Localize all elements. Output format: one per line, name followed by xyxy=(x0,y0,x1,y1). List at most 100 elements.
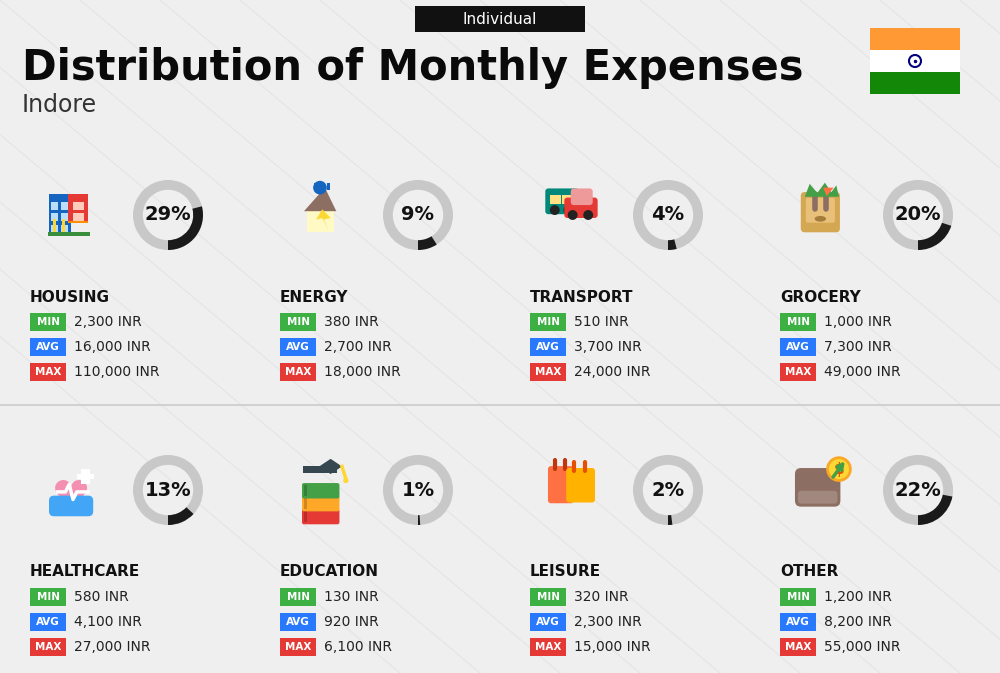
FancyBboxPatch shape xyxy=(280,588,316,606)
Text: MIN: MIN xyxy=(536,317,560,327)
Text: Indore: Indore xyxy=(22,93,97,117)
Text: GROCERY: GROCERY xyxy=(780,289,861,304)
FancyBboxPatch shape xyxy=(307,211,334,232)
FancyBboxPatch shape xyxy=(48,232,90,236)
FancyBboxPatch shape xyxy=(302,496,339,511)
Text: 1,200 INR: 1,200 INR xyxy=(824,590,892,604)
Text: AVG: AVG xyxy=(536,342,560,352)
Text: 380 INR: 380 INR xyxy=(324,315,379,329)
Text: MIN: MIN xyxy=(36,317,60,327)
Text: 29%: 29% xyxy=(145,205,191,225)
Text: MIN: MIN xyxy=(36,592,60,602)
Text: MIN: MIN xyxy=(786,317,810,327)
Text: MAX: MAX xyxy=(285,367,311,377)
Text: MIN: MIN xyxy=(287,317,310,327)
Circle shape xyxy=(564,205,573,215)
Text: MAX: MAX xyxy=(35,367,61,377)
Text: 2,300 INR: 2,300 INR xyxy=(574,615,642,629)
Text: MIN: MIN xyxy=(786,592,810,602)
Wedge shape xyxy=(883,455,953,525)
Text: ENERGY: ENERGY xyxy=(280,289,349,304)
Circle shape xyxy=(550,205,560,215)
FancyBboxPatch shape xyxy=(530,363,566,381)
Text: 320 INR: 320 INR xyxy=(574,590,629,604)
FancyBboxPatch shape xyxy=(870,50,960,72)
FancyBboxPatch shape xyxy=(53,219,56,232)
Text: LEISURE: LEISURE xyxy=(530,565,601,579)
Text: AVG: AVG xyxy=(786,617,810,627)
FancyBboxPatch shape xyxy=(562,195,573,204)
FancyBboxPatch shape xyxy=(302,483,339,499)
FancyBboxPatch shape xyxy=(30,638,66,656)
FancyBboxPatch shape xyxy=(566,468,595,503)
Text: 55,000 INR: 55,000 INR xyxy=(824,640,900,654)
Text: Distribution of Monthly Expenses: Distribution of Monthly Expenses xyxy=(22,47,804,89)
Text: 22%: 22% xyxy=(895,481,941,499)
FancyBboxPatch shape xyxy=(280,313,316,331)
Text: 20%: 20% xyxy=(895,205,941,225)
Text: AVG: AVG xyxy=(536,617,560,627)
FancyBboxPatch shape xyxy=(870,28,960,50)
FancyBboxPatch shape xyxy=(73,202,84,210)
FancyBboxPatch shape xyxy=(68,221,88,223)
FancyBboxPatch shape xyxy=(77,474,94,479)
FancyBboxPatch shape xyxy=(30,313,66,331)
FancyBboxPatch shape xyxy=(780,363,816,381)
Text: 18,000 INR: 18,000 INR xyxy=(324,365,401,379)
Text: HEALTHCARE: HEALTHCARE xyxy=(30,565,140,579)
Wedge shape xyxy=(168,507,194,525)
Text: 1,000 INR: 1,000 INR xyxy=(824,315,892,329)
Text: AVG: AVG xyxy=(286,342,310,352)
Text: 510 INR: 510 INR xyxy=(574,315,629,329)
Text: AVG: AVG xyxy=(36,342,60,352)
Wedge shape xyxy=(668,240,677,250)
Wedge shape xyxy=(633,180,703,250)
Text: 110,000 INR: 110,000 INR xyxy=(74,365,160,379)
Wedge shape xyxy=(168,207,203,250)
FancyBboxPatch shape xyxy=(51,225,58,233)
Polygon shape xyxy=(316,209,331,229)
FancyBboxPatch shape xyxy=(780,588,816,606)
Text: AVG: AVG xyxy=(786,342,810,352)
Text: MAX: MAX xyxy=(535,367,561,377)
FancyBboxPatch shape xyxy=(530,638,566,656)
FancyBboxPatch shape xyxy=(302,509,339,524)
Polygon shape xyxy=(823,188,834,196)
Wedge shape xyxy=(633,455,703,525)
Wedge shape xyxy=(668,515,672,525)
FancyBboxPatch shape xyxy=(68,194,88,221)
FancyBboxPatch shape xyxy=(304,511,307,522)
Text: 7,300 INR: 7,300 INR xyxy=(824,340,892,354)
FancyBboxPatch shape xyxy=(415,6,585,32)
FancyBboxPatch shape xyxy=(30,588,66,606)
FancyBboxPatch shape xyxy=(62,219,65,232)
FancyBboxPatch shape xyxy=(30,363,66,381)
FancyBboxPatch shape xyxy=(280,638,316,656)
FancyBboxPatch shape xyxy=(280,363,316,381)
Text: 1%: 1% xyxy=(401,481,435,499)
FancyBboxPatch shape xyxy=(870,72,960,94)
FancyBboxPatch shape xyxy=(304,498,307,509)
FancyBboxPatch shape xyxy=(30,613,66,631)
FancyBboxPatch shape xyxy=(49,194,71,232)
Text: 130 INR: 130 INR xyxy=(324,590,379,604)
FancyBboxPatch shape xyxy=(61,213,68,221)
FancyBboxPatch shape xyxy=(571,188,593,205)
Wedge shape xyxy=(883,180,953,250)
Text: MAX: MAX xyxy=(785,642,811,652)
Text: AVG: AVG xyxy=(36,617,60,627)
Circle shape xyxy=(583,210,593,220)
FancyBboxPatch shape xyxy=(51,213,58,221)
Wedge shape xyxy=(133,455,203,525)
Text: 49,000 INR: 49,000 INR xyxy=(824,365,901,379)
Text: 16,000 INR: 16,000 INR xyxy=(74,340,151,354)
Wedge shape xyxy=(383,455,453,525)
Text: MAX: MAX xyxy=(535,642,561,652)
Text: MIN: MIN xyxy=(287,592,310,602)
FancyBboxPatch shape xyxy=(780,613,816,631)
Circle shape xyxy=(568,210,578,220)
Wedge shape xyxy=(418,515,420,525)
Text: AVG: AVG xyxy=(286,617,310,627)
FancyBboxPatch shape xyxy=(327,182,330,190)
FancyBboxPatch shape xyxy=(61,225,68,233)
